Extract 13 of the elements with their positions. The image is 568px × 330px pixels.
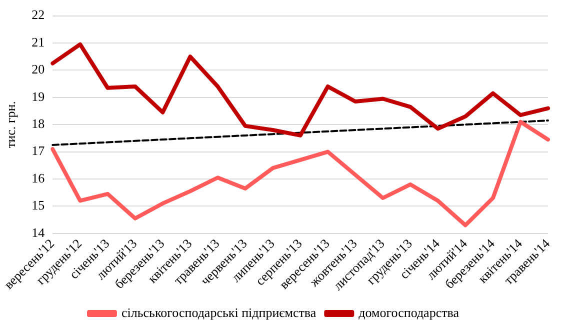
y-tick-label: 18 <box>32 116 45 132</box>
y-tick-label: 15 <box>32 198 45 213</box>
line-series <box>52 120 549 146</box>
y-tick-label: 14 <box>32 224 46 240</box>
y-tick-label: 20 <box>32 62 45 77</box>
y-axis-title: тис. грн. <box>3 101 18 148</box>
y-tick-label: 17 <box>32 143 46 158</box>
legend-label: домогосподарства <box>358 304 460 320</box>
y-tick-label: 19 <box>32 88 45 104</box>
y-tick-label: 21 <box>32 34 45 50</box>
y-tick-label: 16 <box>32 170 46 186</box>
legend-label: сільськогосподарські підприємства <box>121 304 316 320</box>
y-tick-label: 22 <box>32 7 45 22</box>
